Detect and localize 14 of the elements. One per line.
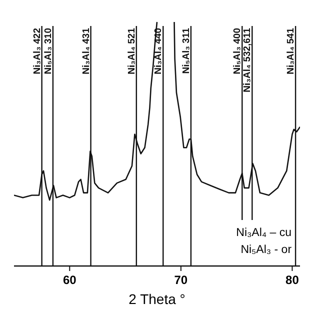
x-axis-title: 2 Theta ° (128, 291, 186, 307)
ref-line-label: Ni₃Al₄ 431 (80, 27, 92, 74)
annotation: Ni₃Al₄ – cu (236, 227, 292, 239)
x-tick-label: 60 (62, 273, 77, 287)
x-tick-label: 80 (286, 273, 300, 287)
ref-line-label: Ni₃Al₄ 521 (126, 27, 138, 74)
ref-line-label: Ni₅Al₃ 311 (180, 27, 192, 74)
ref-line-label: Ni₃Al₄ 532,611 (242, 27, 254, 92)
ref-line-label: Ni₃Al₄ 541 (286, 27, 297, 74)
ref-line-label: Ni₃Al₃ 422 (32, 28, 43, 74)
ref-line-label: Ni₅Al₃ 400 (232, 28, 244, 74)
annotation: Ni₅Al₃ - or (240, 244, 292, 256)
x-tick-label: 70 (174, 273, 188, 287)
ref-line-label: Ni₅Al₃ 310 (42, 28, 54, 74)
